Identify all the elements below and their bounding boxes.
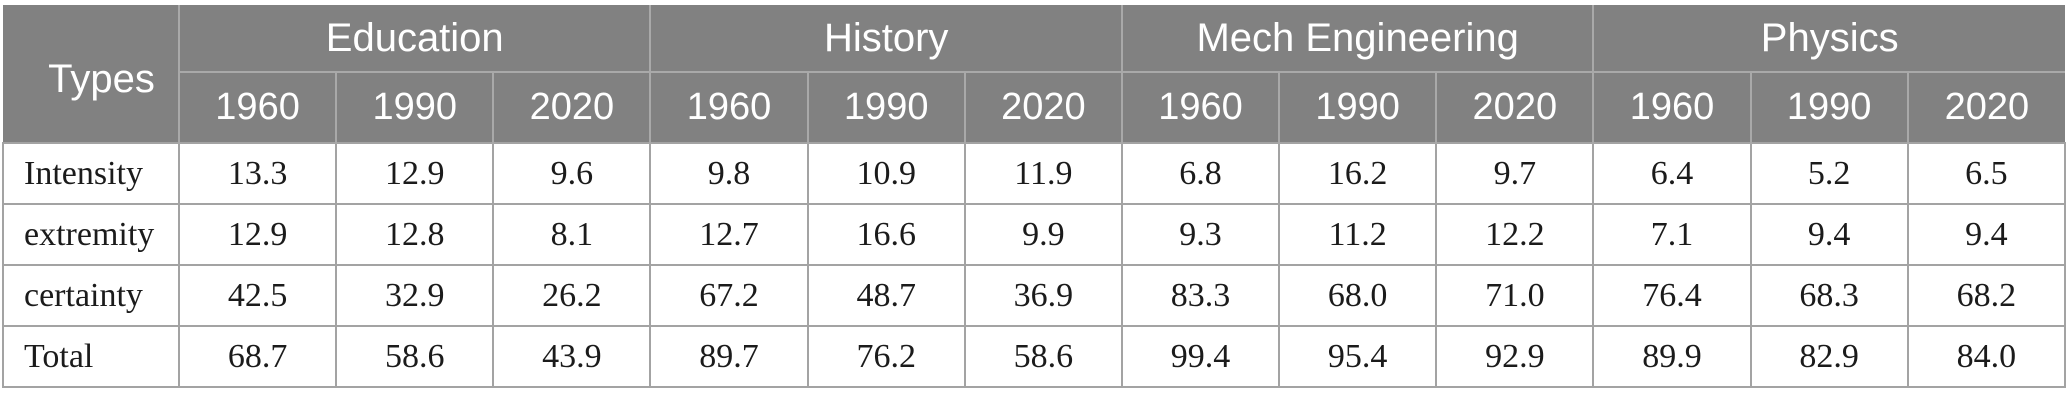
year-header-mech-engineering-1960: 1960 [1120,72,1280,143]
year-header-mech-engineering-2020: 2020 [1435,72,1594,143]
data-cell: 68.2 [1906,264,2067,327]
table-row-extremity: extremity 12.9 12.8 8.1 12.7 16.6 9.9 9.… [2,203,2067,266]
year-header-row: 1960 1990 2020 1960 1990 2020 1960 1990 … [3,72,2065,143]
group-header-mech-engineering: Mech Engineering [1120,5,1594,73]
year-header-mech-engineering-1990: 1990 [1278,72,1437,143]
data-cell: 12.9 [177,203,338,266]
data-cell: 13.3 [177,142,338,205]
data-cell: 6.4 [1592,142,1752,205]
data-cell: 8.1 [492,203,652,266]
data-cell: 12.8 [335,203,495,266]
data-cell: 99.4 [1120,325,1281,388]
group-header-history: History [649,5,1122,73]
data-cell: 16.2 [1278,142,1438,205]
data-cell: 5.2 [1749,142,1909,205]
data-cell: 9.4 [1749,203,1909,266]
data-cell: 42.5 [177,264,338,327]
row-label-extremity: extremity [2,203,180,266]
data-cell: 76.2 [806,325,966,388]
data-cell: 82.9 [1749,325,1909,388]
data-cell: 9.8 [649,142,809,205]
data-cell: 9.9 [963,203,1123,266]
row-label-intensity: Intensity [2,142,180,205]
data-cell: 58.6 [963,325,1123,388]
data-cell: 12.2 [1435,203,1595,266]
data-cell: 84.0 [1906,325,2067,388]
data-cell: 6.5 [1906,142,2067,205]
data-cell: 7.1 [1592,203,1752,266]
data-cell: 9.6 [492,142,652,205]
table-row-intensity: Intensity 13.3 12.9 9.6 9.8 10.9 11.9 6.… [2,142,2067,205]
year-header-physics-2020: 2020 [1906,72,2065,143]
year-header-history-1990: 1990 [806,72,965,143]
year-header-education-1990: 1990 [335,72,494,143]
year-header-history-2020: 2020 [963,72,1122,143]
year-header-education-1960: 1960 [177,72,337,143]
data-cell: 83.3 [1120,264,1281,327]
data-cell: 9.4 [1906,203,2067,266]
data-cell: 9.3 [1120,203,1281,266]
data-cell: 68.3 [1749,264,1909,327]
data-cell: 11.9 [963,142,1123,205]
data-cell: 43.9 [492,325,652,388]
table-body: Intensity 13.3 12.9 9.6 9.8 10.9 11.9 6.… [2,142,2067,388]
data-cell: 12.9 [335,142,495,205]
table-row-certainty: certainty 42.5 32.9 26.2 67.2 48.7 36.9 … [2,264,2067,327]
data-table: Types Education History Mech Engineering… [2,5,2067,388]
table-header: Types Education History Mech Engineering… [3,5,2065,143]
data-cell: 16.6 [806,203,966,266]
row-label-total: Total [2,325,180,388]
data-cell: 67.2 [649,264,809,327]
year-header-history-1960: 1960 [649,72,808,143]
data-cell: 12.7 [649,203,809,266]
data-cell: 89.7 [649,325,809,388]
data-cell: 95.4 [1278,325,1438,388]
data-cell: 92.9 [1435,325,1595,388]
table-row-total: Total 68.7 58.6 43.9 89.7 76.2 58.6 99.4… [2,325,2067,388]
data-cell: 6.8 [1120,142,1281,205]
data-cell: 11.2 [1278,203,1438,266]
data-cell: 76.4 [1592,264,1752,327]
data-cell: 36.9 [963,264,1123,327]
types-header: Types [3,5,180,143]
year-header-education-2020: 2020 [492,72,651,143]
year-header-physics-1990: 1990 [1749,72,1908,143]
data-cell: 71.0 [1435,264,1595,327]
data-cell: 68.7 [177,325,338,388]
group-header-physics: Physics [1592,5,2065,73]
data-cell: 32.9 [335,264,495,327]
year-header-physics-1960: 1960 [1592,72,1751,143]
data-cell: 58.6 [335,325,495,388]
group-header-education: Education [177,5,651,73]
data-cell: 48.7 [806,264,966,327]
group-header-row: Types Education History Mech Engineering… [3,5,2065,143]
data-cell: 68.0 [1278,264,1438,327]
row-label-certainty: certainty [2,264,180,327]
data-cell: 10.9 [806,142,966,205]
data-cell: 9.7 [1435,142,1595,205]
data-cell: 26.2 [492,264,652,327]
data-cell: 89.9 [1592,325,1752,388]
